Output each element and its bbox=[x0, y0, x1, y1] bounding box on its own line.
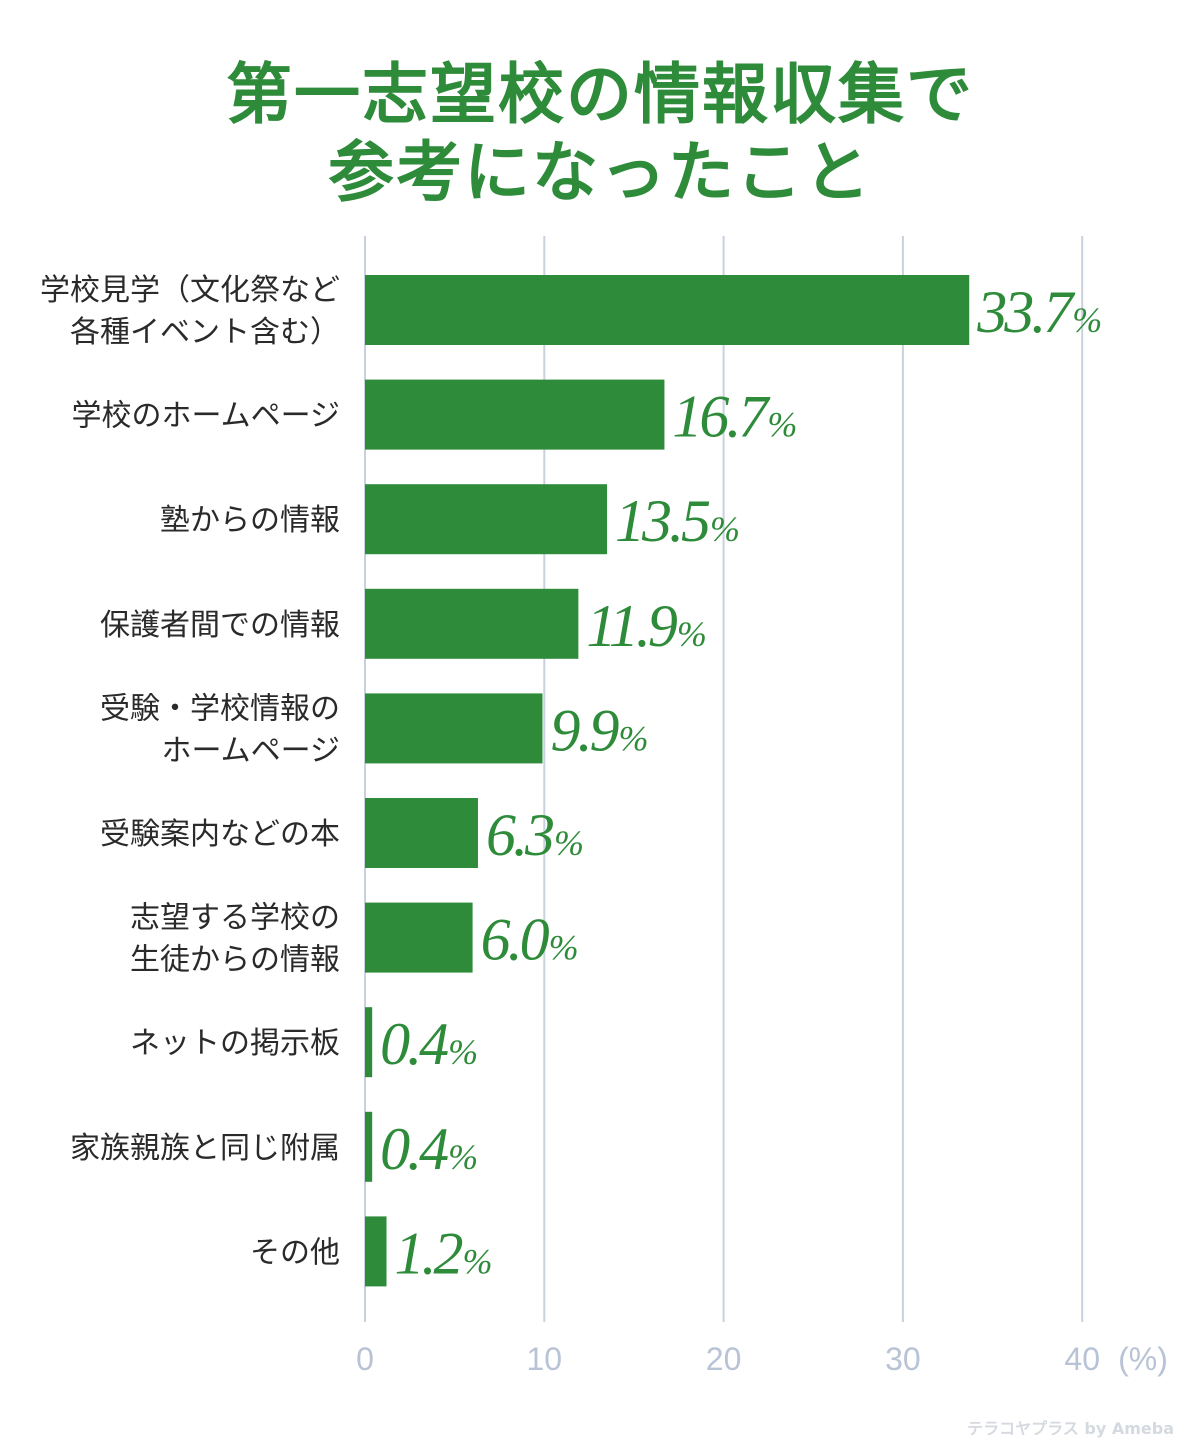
bar-3 bbox=[365, 588, 579, 659]
category-label-0-1: 各種イベント含む） bbox=[70, 315, 340, 350]
category-label-2-0: 塾からの情報 bbox=[160, 503, 340, 538]
value-label-0: 33.7% bbox=[976, 279, 1102, 345]
tick-label-0: 0 bbox=[356, 1341, 374, 1377]
tick-label-2: 20 bbox=[706, 1341, 742, 1377]
value-label-8: 0.4% bbox=[380, 1116, 478, 1182]
value-label-5: 6.3% bbox=[486, 802, 584, 868]
value-label-7: 0.4% bbox=[380, 1011, 478, 1077]
value-label-9: 1.2% bbox=[395, 1220, 493, 1286]
chart-title-line2: 参考になったこと bbox=[328, 134, 872, 211]
bar-7 bbox=[365, 1007, 373, 1078]
category-label-4-1: ホームページ bbox=[162, 733, 341, 768]
bar-0 bbox=[365, 275, 970, 345]
category-label-1-0: 学校のホームページ bbox=[72, 399, 341, 434]
category-label-0-0: 学校見学（文化祭など bbox=[40, 273, 340, 308]
tick-label-4: 40 bbox=[1064, 1341, 1100, 1377]
axis-unit-label: (%) bbox=[1118, 1341, 1168, 1377]
chart-title-line1: 第一志望校の情報収集で bbox=[226, 56, 974, 133]
bar-5 bbox=[365, 798, 478, 868]
category-label-8-0: 家族親族と同じ附属 bbox=[70, 1131, 340, 1166]
bar-6 bbox=[365, 902, 473, 973]
value-label-2: 13.5% bbox=[615, 488, 740, 554]
tick-label-1: 10 bbox=[527, 1341, 563, 1377]
value-label-4: 9.9% bbox=[551, 697, 649, 763]
category-label-4-0: 受験・学校情報の bbox=[100, 691, 340, 726]
bar-8 bbox=[365, 1111, 373, 1182]
category-label-9-0: その他 bbox=[250, 1235, 340, 1270]
value-label-1: 16.7% bbox=[672, 384, 797, 450]
bar-1 bbox=[365, 379, 665, 450]
bar-2 bbox=[365, 484, 608, 555]
value-label-3: 11.9% bbox=[586, 593, 707, 659]
category-label-6-1: 生徒からの情報 bbox=[130, 943, 340, 978]
bar-4 bbox=[365, 693, 543, 764]
value-label-6: 6.0% bbox=[481, 907, 579, 973]
category-label-7-0: ネットの掲示板 bbox=[130, 1026, 340, 1061]
category-label-5-0: 受験案内などの本 bbox=[100, 817, 340, 852]
category-label-3-0: 保護者間での情報 bbox=[100, 608, 340, 643]
category-label-6-0: 志望する学校の bbox=[130, 901, 340, 936]
tick-label-3: 30 bbox=[885, 1341, 921, 1377]
watermark-logo: テラコヤプラス by Ameba bbox=[967, 1419, 1174, 1438]
bar-9 bbox=[365, 1216, 387, 1287]
